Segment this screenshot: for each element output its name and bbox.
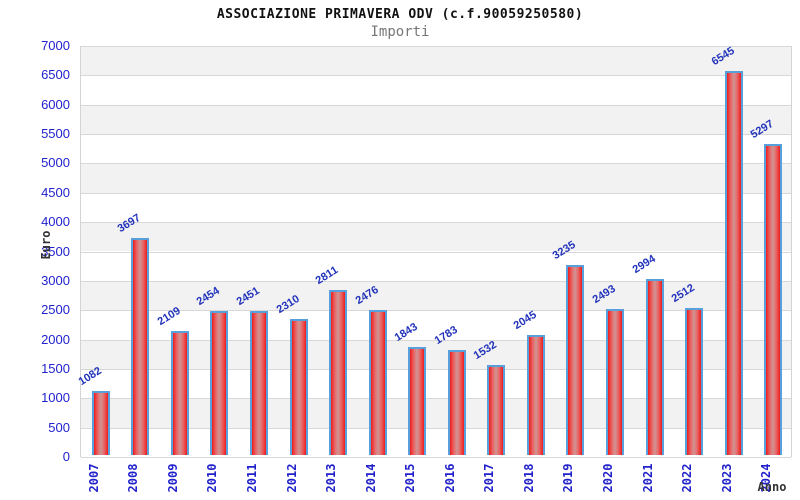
y-tick-label: 3000 [41, 272, 70, 288]
plot-band [81, 222, 791, 252]
bar-2009 [170, 331, 189, 455]
y-tick-label: 4500 [41, 184, 70, 200]
x-tick-label: 2012 [284, 463, 299, 493]
gridline [81, 368, 791, 370]
x-tick-label: 2011 [245, 463, 259, 493]
y-tick-label: 1500 [41, 360, 70, 376]
gridline [81, 163, 791, 165]
y-tick-label: 4000 [41, 214, 70, 230]
y-tick-label: 6000 [41, 96, 70, 112]
x-tick-label: 2023 [719, 463, 734, 493]
gridline [81, 134, 791, 136]
y-tick-label: 6500 [41, 67, 70, 83]
plot-band [81, 398, 791, 428]
y-tick-label: 7000 [41, 38, 70, 53]
y-tick-label: 2500 [41, 302, 70, 318]
plot-band [81, 339, 791, 369]
gridline [81, 427, 791, 429]
x-tick-label: 2008 [126, 463, 141, 493]
gridline [81, 398, 791, 400]
gridline [81, 251, 791, 253]
plot-band [81, 368, 791, 399]
bar-2008 [131, 237, 150, 455]
y-tick-label: 1000 [41, 390, 70, 406]
x-tick-label: 2014 [363, 463, 378, 493]
x-tick-label: 2010 [205, 463, 220, 493]
x-tick-label: 2016 [442, 463, 457, 493]
bar-2007 [91, 391, 110, 455]
bar-2024 [764, 144, 783, 455]
bar-2010 [210, 310, 229, 455]
y-tick-label: 500 [48, 419, 70, 435]
gridline [81, 104, 791, 106]
gridline [81, 280, 791, 282]
bar-2012 [289, 319, 308, 455]
x-tick-label: 2007 [86, 463, 101, 493]
plot-band [81, 280, 791, 311]
gridline [81, 222, 791, 224]
bar-2014 [368, 309, 387, 455]
x-tick-label: 2017 [482, 463, 497, 493]
plot-band [81, 75, 791, 105]
bar-2015 [408, 346, 427, 455]
gridline [81, 339, 791, 341]
gridline [81, 75, 791, 77]
bar-2018 [526, 334, 545, 455]
gridline [81, 310, 791, 312]
plot-band [81, 104, 791, 135]
plot-band [81, 310, 791, 340]
plot-area: 1082 3697 2109 2454 2451 2310 2811 2476 1843 1783… [76, 45, 792, 458]
y-tick-label: 3500 [41, 243, 70, 259]
bar-2013 [329, 289, 348, 455]
x-axis-title: Anno [757, 480, 787, 494]
x-tick-label: 2009 [165, 463, 180, 493]
bar-2016 [447, 350, 466, 455]
bar-2019 [566, 265, 585, 455]
y-tick-label: 5500 [41, 126, 70, 142]
bar-2020 [606, 308, 624, 455]
chart-subtitle: Importi [370, 24, 430, 40]
plot-band [81, 192, 791, 223]
x-tick-label: 2022 [680, 463, 695, 493]
bar-2022 [685, 307, 704, 455]
plot-band [81, 134, 791, 164]
x-tick-label: 2013 [324, 463, 339, 493]
chart-title: ASSOCIAZIONE PRIMAVERA ODV (c.f.90059250… [216, 7, 584, 22]
plot-band [81, 46, 791, 76]
x-tick-label: 2019 [561, 463, 576, 493]
x-tick-label: 2018 [521, 463, 536, 493]
y-tick-label: 5000 [41, 155, 70, 171]
y-tick-label: 2000 [41, 331, 70, 347]
plot-band [81, 163, 791, 193]
gridline [81, 457, 791, 458]
gridline [81, 46, 791, 47]
bar-2017 [487, 365, 506, 455]
gridline [81, 192, 791, 194]
plot-band [81, 251, 791, 281]
y-axis-title: Euro [39, 230, 53, 260]
x-tick-label: 2015 [403, 463, 418, 493]
bar-2021 [645, 279, 664, 455]
x-tick-label: 2020 [601, 463, 615, 493]
x-tick-label: 2021 [640, 463, 655, 493]
bar-2023 [724, 70, 743, 455]
y-tick-label: 0 [62, 449, 70, 464]
plot-band [81, 427, 791, 457]
bar-2011 [250, 311, 268, 455]
